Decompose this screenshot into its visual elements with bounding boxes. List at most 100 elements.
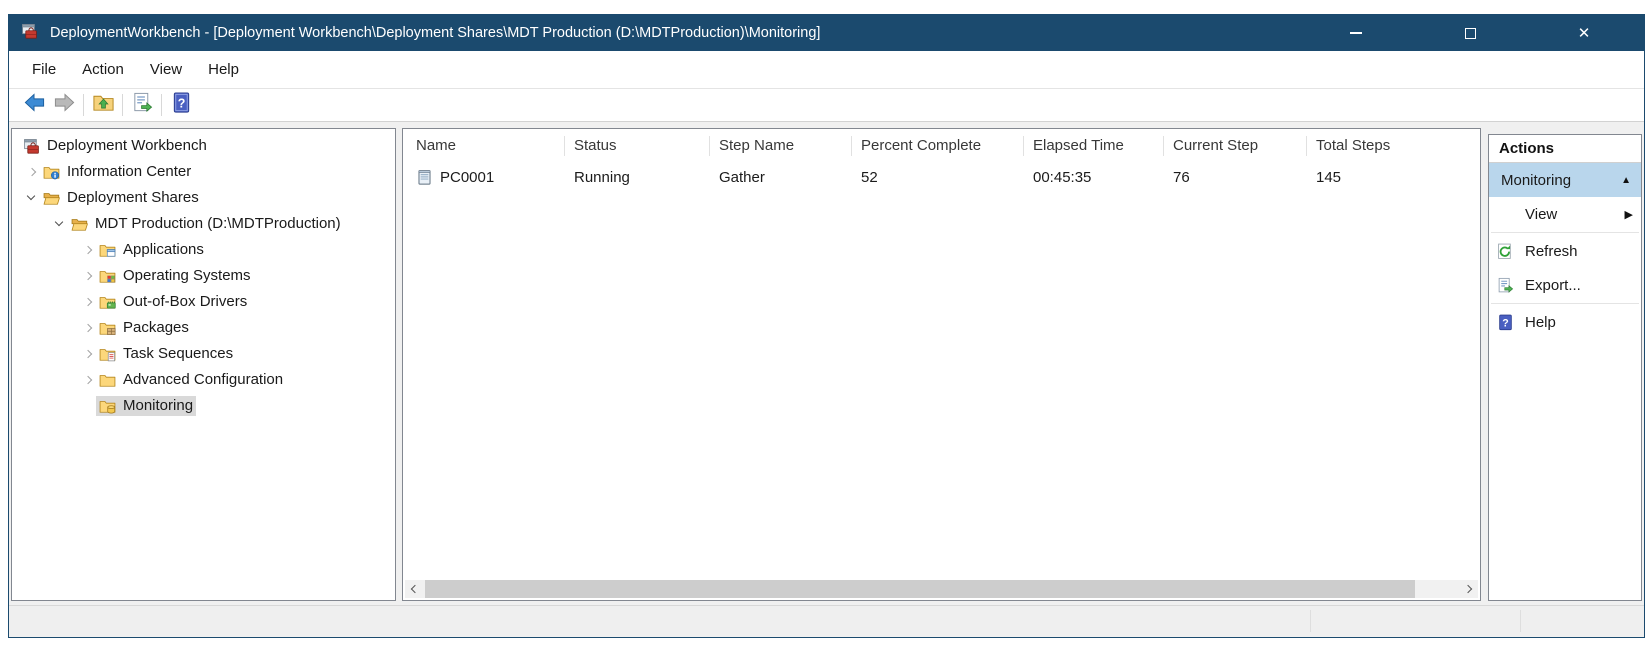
grid-header: Name Status Step Name Percent Complete Elaps… (403, 129, 1480, 162)
tree-item-advanced-configuration[interactable]: Advanced Configuration (12, 367, 395, 393)
tree-item-label: Applications (123, 241, 204, 258)
actions-items: View ▶ Refresh Export... ? Help (1489, 197, 1641, 339)
tree-item-operating-systems[interactable]: Operating Systems (12, 263, 395, 289)
folder-drivers-icon (99, 294, 116, 311)
scroll-left-button[interactable] (405, 580, 423, 598)
status-bar-divider (1520, 610, 1521, 632)
action-label: Refresh (1525, 242, 1578, 260)
menu-action[interactable]: Action (82, 61, 124, 78)
export-icon (1497, 277, 1514, 294)
chevron-collapsed-icon[interactable] (24, 164, 40, 180)
cell-text: 52 (861, 168, 878, 186)
tree-item-label: Packages (123, 319, 189, 336)
horizontal-scrollbar[interactable] (405, 580, 1478, 598)
folder-os-icon (99, 268, 116, 285)
svg-text:?: ? (177, 96, 185, 110)
help-icon: ? (1497, 314, 1514, 331)
tree-item-content: Monitoring (96, 396, 197, 416)
tree-item-monitoring[interactable]: Monitoring (12, 393, 395, 419)
tree-item-deployment-workbench[interactable]: Deployment Workbench (12, 133, 395, 159)
cell-status: Running (574, 169, 719, 186)
grid-row-pc0001[interactable]: PC0001 Running Gather 52 00:45:35 76 145 (403, 162, 1480, 192)
results-pane: Name Status Step Name Percent Complete Elaps… (402, 128, 1481, 601)
minimize-icon (1350, 32, 1362, 34)
column-header-total-steps[interactable]: Total Steps (1306, 129, 1480, 162)
tree-item-content: Advanced Configuration (96, 370, 286, 390)
help-button[interactable]: ? (166, 92, 196, 119)
actions-separator (1491, 232, 1639, 233)
menu-view[interactable]: View (149, 61, 183, 78)
chevron-collapsed-icon[interactable] (80, 372, 96, 388)
cell-text: 76 (1173, 168, 1190, 186)
back-button[interactable] (19, 92, 49, 119)
tree-item-label: Monitoring (123, 397, 194, 414)
tree-item-task-sequences[interactable]: Task Sequences (12, 341, 395, 367)
submenu-arrow-icon: ▶ (1624, 208, 1633, 221)
toolbar-separator (122, 94, 123, 116)
cell-elapsed-time: 00:45:35 (1033, 169, 1173, 186)
chevron-placeholder (80, 398, 96, 414)
tree-item-label: MDT Production (D:\MDTProduction) (95, 215, 341, 232)
cell-text: Gather (719, 168, 765, 186)
window-title: DeploymentWorkbench - [Deployment Workbe… (50, 25, 821, 41)
action-help[interactable]: ? Help (1489, 305, 1641, 339)
tree-item-label: Information Center (67, 163, 192, 180)
menu-file[interactable]: File (32, 61, 57, 78)
chevron-collapsed-icon[interactable] (80, 320, 96, 336)
chevron-expanded-icon[interactable] (52, 216, 68, 232)
column-header-elapsed-time[interactable]: Elapsed Time (1023, 129, 1173, 162)
folder-tasks-icon (99, 346, 116, 363)
tree-item-content: Task Sequences (96, 344, 236, 364)
tree-item-applications[interactable]: Applications (12, 237, 395, 263)
export-list-button[interactable] (127, 92, 157, 119)
collapse-up-triangle-icon[interactable]: ▲ (1621, 174, 1631, 186)
action-label: Export... (1525, 276, 1581, 294)
actions-group-label: Monitoring (1501, 171, 1572, 189)
tree-item-packages[interactable]: Packages (12, 315, 395, 341)
column-header-status[interactable]: Status (564, 129, 719, 162)
tree-item-out-of-box-drivers[interactable]: Out-of-Box Drivers (12, 289, 395, 315)
folder-open-icon (43, 190, 60, 207)
menubar: File Action View Help (9, 51, 1644, 89)
grid-body: PC0001 Running Gather 52 00:45:35 76 145 (403, 162, 1480, 192)
up-one-level-button[interactable] (88, 92, 118, 119)
actions-group-monitoring[interactable]: Monitoring ▲ (1489, 163, 1641, 197)
menu-help[interactable]: Help (208, 61, 239, 78)
maximize-button[interactable] (1458, 20, 1482, 46)
tree-item-label: Deployment Workbench (47, 137, 207, 154)
folder-open-icon (71, 216, 88, 233)
tree-item-information-center[interactable]: Information Center (12, 159, 395, 185)
svg-text:?: ? (1502, 317, 1508, 329)
chevron-collapsed-icon[interactable] (80, 268, 96, 284)
tree-item-content: Operating Systems (96, 266, 254, 286)
tree-item-content: Deployment Workbench (20, 136, 210, 156)
action-view[interactable]: View ▶ (1489, 197, 1641, 231)
tree-item-content: Information Center (40, 162, 194, 182)
tree-item-deployment-shares[interactable]: Deployment Shares (12, 185, 395, 211)
scrollbar-thumb[interactable] (425, 580, 1415, 598)
cell-current-step: 76 (1173, 169, 1316, 186)
folder-packages-icon (99, 320, 116, 337)
forward-button[interactable] (49, 92, 79, 119)
icon-placeholder (1497, 206, 1514, 223)
close-button[interactable]: ✕ (1572, 20, 1596, 46)
column-header-step-name[interactable]: Step Name (709, 129, 861, 162)
chevron-collapsed-icon[interactable] (80, 294, 96, 310)
action-export[interactable]: Export... (1489, 268, 1641, 302)
column-header-name[interactable]: Name (416, 137, 457, 154)
chevron-collapsed-icon[interactable] (80, 346, 96, 362)
minimize-button[interactable] (1344, 20, 1368, 46)
console-tree: Deployment Workbench Information Center D… (12, 129, 395, 419)
folder-apps-icon (99, 242, 116, 259)
action-refresh[interactable]: Refresh (1489, 234, 1641, 268)
chevron-collapsed-icon[interactable] (80, 242, 96, 258)
chevron-expanded-icon[interactable] (24, 190, 40, 206)
content-area: Deployment Workbench Information Center D… (9, 122, 1644, 636)
status-bar (9, 605, 1644, 636)
folder-info-icon (43, 164, 60, 181)
column-header-current-step[interactable]: Current Step (1163, 129, 1316, 162)
titlebar: DeploymentWorkbench - [Deployment Workbe… (9, 15, 1644, 51)
scroll-right-button[interactable] (1460, 580, 1478, 598)
tree-item-mdt-production-d-mdtproduction[interactable]: MDT Production (D:\MDTProduction) (12, 211, 395, 237)
column-header-percent-complete[interactable]: Percent Complete (851, 129, 1033, 162)
